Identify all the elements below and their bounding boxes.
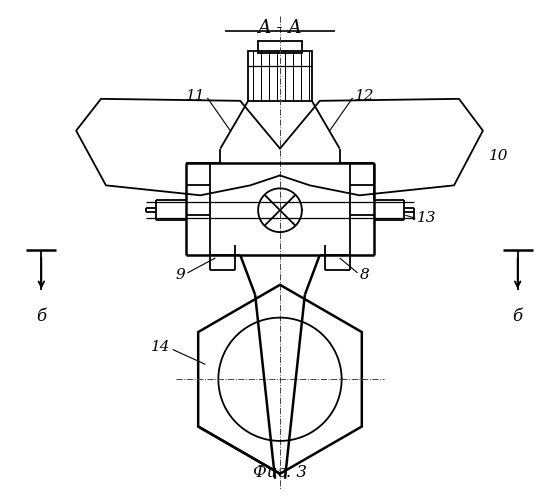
Text: б: б [513, 308, 523, 324]
Text: А - А: А - А [258, 20, 302, 38]
Text: 10: 10 [489, 148, 508, 162]
Text: 12: 12 [354, 89, 374, 103]
Text: 9: 9 [176, 268, 186, 282]
Text: 13: 13 [417, 211, 437, 225]
Text: 11: 11 [186, 89, 205, 103]
Text: б: б [36, 308, 46, 324]
Text: 8: 8 [359, 268, 369, 282]
Text: 14: 14 [151, 340, 170, 354]
Bar [258, 41, 302, 53]
Text: Фиг. 3: Фиг. 3 [253, 464, 307, 480]
Bar [248, 51, 312, 101]
